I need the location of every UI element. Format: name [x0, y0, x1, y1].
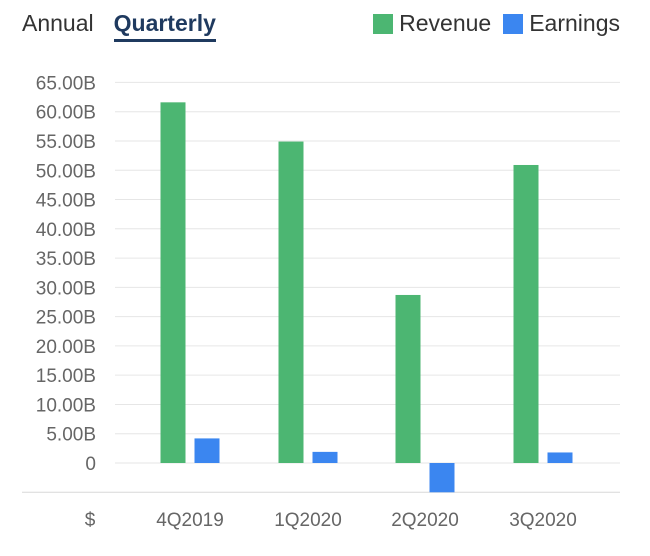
bar-earnings-1q2020[interactable]	[312, 451, 338, 463]
bar-revenue-2q2020[interactable]	[395, 294, 421, 463]
y-tick-label: 35.00B	[36, 249, 96, 270]
bar-revenue-3q2020[interactable]	[513, 164, 539, 463]
currency-label: $	[85, 510, 96, 531]
bar-revenue-1q2020[interactable]	[278, 141, 304, 464]
legend-item-earnings[interactable]: Earnings	[503, 10, 620, 37]
bar-earnings-4q2019[interactable]	[194, 438, 220, 463]
revenue-swatch	[373, 13, 394, 34]
y-tick-label: 40.00B	[36, 220, 96, 241]
y-tick-label: 25.00B	[36, 308, 96, 329]
legend-label-earnings: Earnings	[529, 10, 620, 36]
period-tabs: Annual Quarterly	[22, 8, 216, 42]
y-tick-label: 60.00B	[36, 103, 96, 124]
bar-earnings-2q2020[interactable]	[429, 463, 455, 493]
bars	[160, 102, 573, 493]
bar-earnings-3q2020[interactable]	[547, 452, 573, 463]
x-tick-label: 3Q2020	[509, 510, 577, 531]
y-axis-labels: 0 5.00B 10.00B 15.00B 20.00B 25.00B 30.00B 35.0…	[36, 73, 96, 475]
y-tick-label: 5.00B	[46, 425, 96, 446]
y-tick-label: 45.00B	[36, 191, 96, 212]
tab-quarterly[interactable]: Quarterly	[113, 8, 216, 42]
y-tick-label: 55.00B	[36, 132, 96, 153]
legend-label-revenue: Revenue	[399, 10, 492, 36]
y-tick-label: 30.00B	[36, 278, 96, 299]
earnings-swatch	[503, 13, 524, 34]
y-tick-label: 0	[85, 454, 96, 475]
x-axis-labels: 4Q2019 1Q2020 2Q2020 3Q2020 $	[85, 510, 577, 531]
y-tick-label: 20.00B	[36, 337, 96, 358]
x-tick-label: 2Q2020	[391, 510, 459, 531]
legend-item-revenue[interactable]: Revenue	[373, 10, 491, 37]
tab-annual[interactable]: Annual	[22, 10, 94, 36]
y-tick-label: 65.00B	[36, 73, 96, 94]
chart-legend: Revenue Earnings	[369, 10, 620, 37]
x-tick-label: 1Q2020	[274, 510, 342, 531]
x-tick-label: 4Q2019	[156, 510, 224, 531]
y-tick-label: 15.00B	[36, 366, 96, 387]
y-tick-label: 10.00B	[36, 395, 96, 416]
y-tick-label: 50.00B	[36, 161, 96, 182]
bar-revenue-4q2019[interactable]	[160, 102, 186, 463]
